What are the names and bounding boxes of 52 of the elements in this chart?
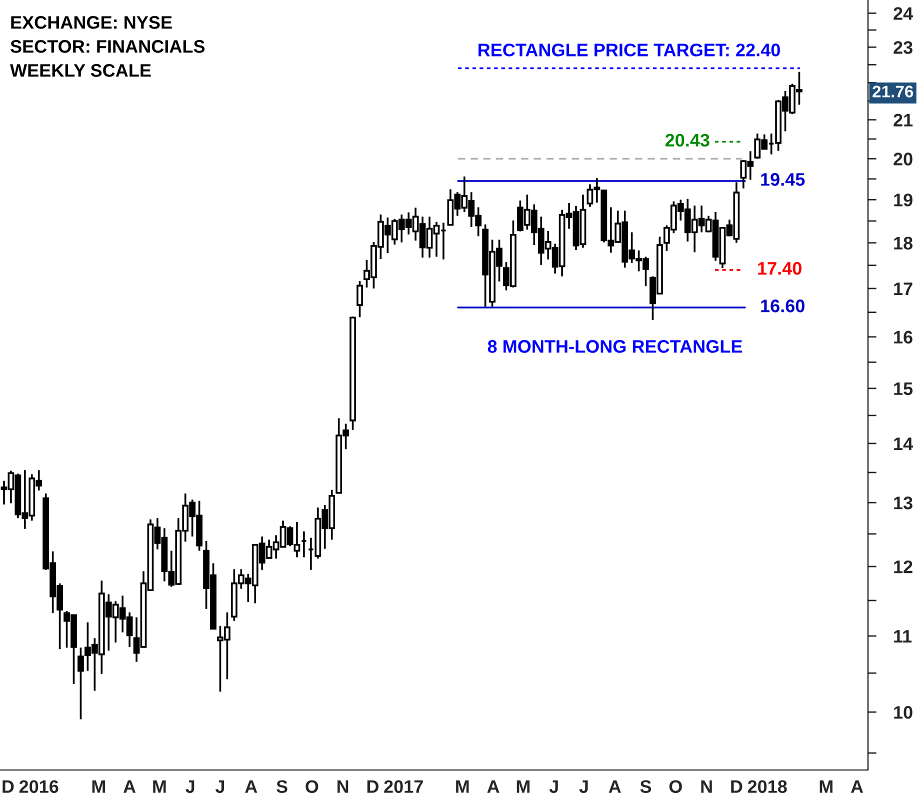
y-tick-label: 23 bbox=[894, 41, 912, 54]
x-tick-label: M bbox=[820, 780, 832, 793]
y-tick-label: 16 bbox=[894, 330, 912, 344]
y-tick-label: 20 bbox=[894, 152, 912, 166]
y-tick-label: 17 bbox=[894, 282, 912, 296]
x-tick-label: J bbox=[549, 780, 558, 793]
x-tick-label: 2017 bbox=[384, 780, 423, 793]
x-tick-label: M bbox=[153, 780, 166, 793]
y-tick-label: 14 bbox=[894, 438, 913, 450]
x-tick-label: 2016 bbox=[19, 780, 58, 793]
x-tick-label: M bbox=[516, 780, 530, 793]
x-tick-label: N bbox=[701, 780, 712, 793]
x-tick-label: J bbox=[579, 780, 588, 793]
x-tick-label: N bbox=[338, 780, 348, 793]
x-tick-label: O bbox=[306, 780, 318, 793]
annotation: EXCHANGE: NYSE bbox=[11, 16, 172, 29]
x-tick-label: D bbox=[367, 780, 378, 793]
y-tick-label: 12 bbox=[894, 560, 912, 574]
x-tick-label: J bbox=[215, 780, 224, 793]
candlestick bbox=[300, 530, 308, 558]
x-tick-label: S bbox=[640, 780, 652, 793]
ref-line-label: RECTANGLE PRICE TARGET: 22.40 bbox=[478, 44, 780, 56]
x-tick-label: A bbox=[245, 780, 258, 793]
y-tick-label: 11 bbox=[894, 630, 912, 643]
ref-line-label: 20.43 bbox=[665, 134, 710, 147]
y-tick-label: 24 bbox=[894, 7, 913, 20]
x-tick-label: S bbox=[276, 780, 288, 793]
x-tick-label: A bbox=[608, 780, 621, 793]
x-tick-label: J bbox=[186, 780, 194, 793]
x-tick-label: 2018 bbox=[748, 780, 787, 793]
annotation: 8 MONTH-LONG RECTANGLE bbox=[488, 340, 742, 353]
x-tick-label: A bbox=[850, 780, 864, 793]
y-tick-label: 15 bbox=[894, 382, 913, 396]
annotation: SECTOR: FINANCIALS bbox=[10, 40, 205, 53]
x-tick-label: O bbox=[669, 780, 682, 793]
y-tick-label: 18 bbox=[894, 236, 913, 250]
annotation: WEEKLY SCALE bbox=[10, 64, 151, 77]
ref-line-label: 17.40 bbox=[758, 262, 802, 275]
ref-line-label: 19.45 bbox=[761, 173, 805, 186]
y-tick-label: 19 bbox=[894, 194, 912, 206]
x-tick-label: A bbox=[123, 780, 136, 793]
x-tick-label: D bbox=[731, 780, 742, 793]
y-tick-label: 21 bbox=[894, 114, 913, 126]
x-tick-label: M bbox=[92, 780, 105, 793]
candlestick bbox=[356, 280, 363, 318]
x-tick-label: D bbox=[2, 780, 14, 793]
y-tick-label: 13 bbox=[894, 496, 912, 510]
x-tick-label: A bbox=[487, 780, 500, 793]
y-tick-label: 10 bbox=[894, 706, 912, 719]
text: 21.76 bbox=[872, 86, 914, 98]
x-tick-label: M bbox=[456, 780, 469, 793]
ref-line-label: 16.60 bbox=[761, 300, 804, 312]
